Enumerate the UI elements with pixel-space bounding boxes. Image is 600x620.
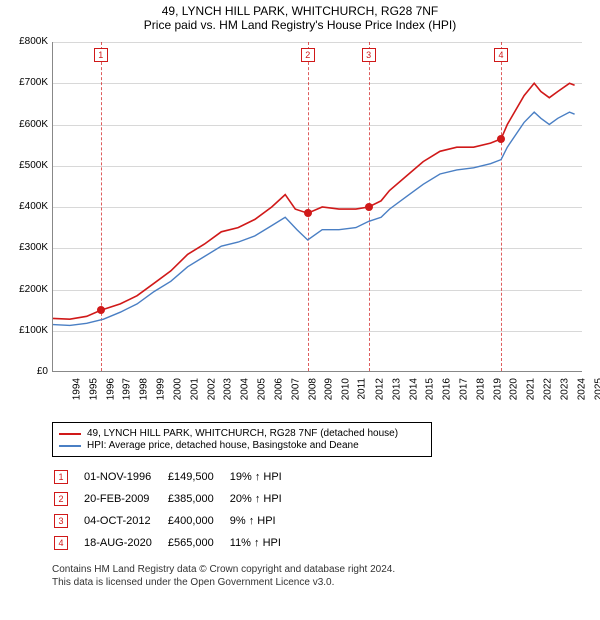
x-tick-label: 2014 — [408, 378, 419, 400]
x-tick-label: 2007 — [290, 378, 301, 400]
x-tick-label: 2022 — [542, 378, 553, 400]
table-row: 3 04-OCT-2012£400,0009% ↑ HPI — [54, 511, 296, 531]
sale-diff: 9% ↑ HPI — [230, 511, 296, 531]
series-svg — [53, 42, 583, 372]
footer: Contains HM Land Registry data © Crown c… — [52, 563, 592, 589]
footer-line2: This data is licensed under the Open Gov… — [52, 576, 592, 589]
sale-price: £565,000 — [168, 533, 228, 553]
y-tick-label: £500K — [8, 160, 48, 171]
plot-area: 1234 — [52, 42, 582, 372]
x-tick-label: 2000 — [172, 378, 183, 400]
y-tick-label: £100K — [8, 325, 48, 336]
x-tick-label: 2006 — [273, 378, 284, 400]
y-tick-label: £0 — [8, 366, 48, 377]
sale-date: 20-FEB-2009 — [84, 489, 166, 509]
x-tick-label: 2011 — [357, 378, 368, 400]
x-tick-label: 2018 — [475, 378, 486, 400]
x-tick-label: 2019 — [492, 378, 503, 400]
legend-swatch — [59, 445, 81, 447]
x-tick-label: 2003 — [223, 378, 234, 400]
y-tick-label: £400K — [8, 201, 48, 212]
x-tick-label: 2021 — [526, 378, 537, 400]
sale-price: £385,000 — [168, 489, 228, 509]
x-tick-label: 2013 — [391, 378, 402, 400]
sale-row-marker: 2 — [54, 492, 68, 506]
sale-price: £400,000 — [168, 511, 228, 531]
x-tick-label: 2009 — [324, 378, 335, 400]
y-tick-label: £600K — [8, 119, 48, 130]
x-tick-label: 2005 — [256, 378, 267, 400]
x-tick-label: 2015 — [425, 378, 436, 400]
title-block: 49, LYNCH HILL PARK, WHITCHURCH, RG28 7N… — [8, 4, 592, 32]
x-tick-label: 2012 — [374, 378, 385, 400]
series-hpi — [53, 112, 575, 325]
x-tick-label: 2008 — [307, 378, 318, 400]
table-row: 1 01-NOV-1996£149,50019% ↑ HPI — [54, 467, 296, 487]
x-tick-label: 1997 — [122, 378, 133, 400]
y-tick-label: £300K — [8, 242, 48, 253]
x-tick-label: 1994 — [71, 378, 82, 400]
x-tick-label: 2016 — [441, 378, 452, 400]
x-tick-label: 2001 — [189, 378, 200, 400]
sale-price: £149,500 — [168, 467, 228, 487]
y-tick-label: £800K — [8, 36, 48, 47]
x-tick-label: 2002 — [206, 378, 217, 400]
legend: 49, LYNCH HILL PARK, WHITCHURCH, RG28 7N… — [52, 422, 432, 457]
sale-date: 04-OCT-2012 — [84, 511, 166, 531]
sale-row-marker: 1 — [54, 470, 68, 484]
x-tick-label: 1999 — [155, 378, 166, 400]
x-tick-label: 2024 — [576, 378, 587, 400]
x-tick-label: 2023 — [559, 378, 570, 400]
legend-label: 49, LYNCH HILL PARK, WHITCHURCH, RG28 7N… — [87, 428, 398, 439]
x-tick-label: 2010 — [340, 378, 351, 400]
legend-swatch — [59, 433, 81, 435]
sale-diff: 11% ↑ HPI — [230, 533, 296, 553]
sale-date: 18-AUG-2020 — [84, 533, 166, 553]
sales-table: 1 01-NOV-1996£149,50019% ↑ HPI 2 20-FEB-200… — [52, 465, 298, 555]
title-address: 49, LYNCH HILL PARK, WHITCHURCH, RG28 7N… — [8, 4, 592, 18]
sale-diff: 19% ↑ HPI — [230, 467, 296, 487]
x-tick-label: 1995 — [88, 378, 99, 400]
y-tick-label: £700K — [8, 77, 48, 88]
x-tick-label: 2017 — [458, 378, 469, 400]
chart: 1234 £0 £100K £200K £300K £400K £500K £600K £700… — [8, 36, 592, 416]
title-subtitle: Price paid vs. HM Land Registry's House … — [8, 18, 592, 32]
legend-item: HPI: Average price, detached house, Basi… — [59, 440, 425, 451]
sale-date: 01-NOV-1996 — [84, 467, 166, 487]
sale-diff: 20% ↑ HPI — [230, 489, 296, 509]
x-tick-label: 1998 — [139, 378, 150, 400]
chart-container: 49, LYNCH HILL PARK, WHITCHURCH, RG28 7N… — [0, 0, 600, 597]
y-tick-label: £200K — [8, 284, 48, 295]
x-tick-label: 2020 — [509, 378, 520, 400]
table-row: 4 18-AUG-2020£565,00011% ↑ HPI — [54, 533, 296, 553]
legend-label: HPI: Average price, detached house, Basi… — [87, 440, 359, 451]
legend-item: 49, LYNCH HILL PARK, WHITCHURCH, RG28 7N… — [59, 428, 425, 439]
sale-row-marker: 3 — [54, 514, 68, 528]
x-tick-label: 1996 — [105, 378, 116, 400]
series-price_paid — [53, 83, 575, 319]
x-tick-label: 2004 — [240, 378, 251, 400]
table-row: 2 20-FEB-2009£385,00020% ↑ HPI — [54, 489, 296, 509]
footer-line1: Contains HM Land Registry data © Crown c… — [52, 563, 592, 576]
sale-row-marker: 4 — [54, 536, 68, 550]
x-tick-label: 2025 — [593, 378, 600, 400]
